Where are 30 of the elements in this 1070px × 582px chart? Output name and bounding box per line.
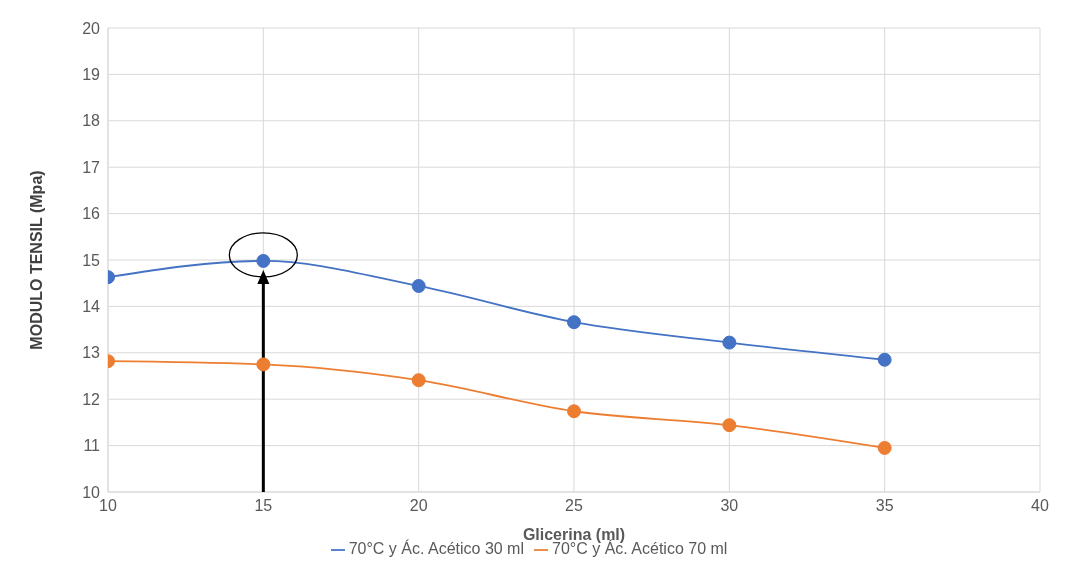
y-tick-label: 14 (82, 298, 101, 316)
point (256, 253, 271, 268)
y-tick-label: 20 (82, 19, 101, 37)
y-tick-label: 13 (82, 344, 101, 362)
x-tick-label: 40 (1031, 497, 1049, 515)
x-tick-label: 15 (254, 497, 273, 515)
x-tick-label: 35 (875, 497, 894, 515)
y-tick-label: 17 (82, 158, 101, 176)
legend-label: 70°C y Ác. Acético 30 ml (348, 540, 524, 557)
x-tick-label: 10 (99, 497, 117, 515)
x-tick-label: 30 (720, 497, 739, 515)
x-tick-label: 25 (565, 497, 583, 515)
y-tick-label: 18 (82, 112, 101, 130)
y-tick-label: 11 (83, 437, 101, 455)
point (877, 352, 892, 367)
point (567, 315, 581, 330)
point (722, 418, 737, 433)
point (567, 404, 581, 419)
y-axis-title: MODULO TENSIL (Mpa) (27, 170, 45, 350)
y-tick-label: 16 (82, 205, 101, 223)
point (877, 440, 892, 455)
point (256, 357, 271, 372)
x-tick-label: 20 (409, 497, 428, 515)
y-tick-label: 19 (82, 66, 101, 84)
y-tick-label: 10 (82, 483, 101, 501)
y-tick-label: 15 (82, 251, 101, 269)
point (411, 278, 426, 293)
point (722, 335, 737, 350)
point (411, 373, 426, 388)
y-tick-label: 12 (82, 390, 101, 408)
